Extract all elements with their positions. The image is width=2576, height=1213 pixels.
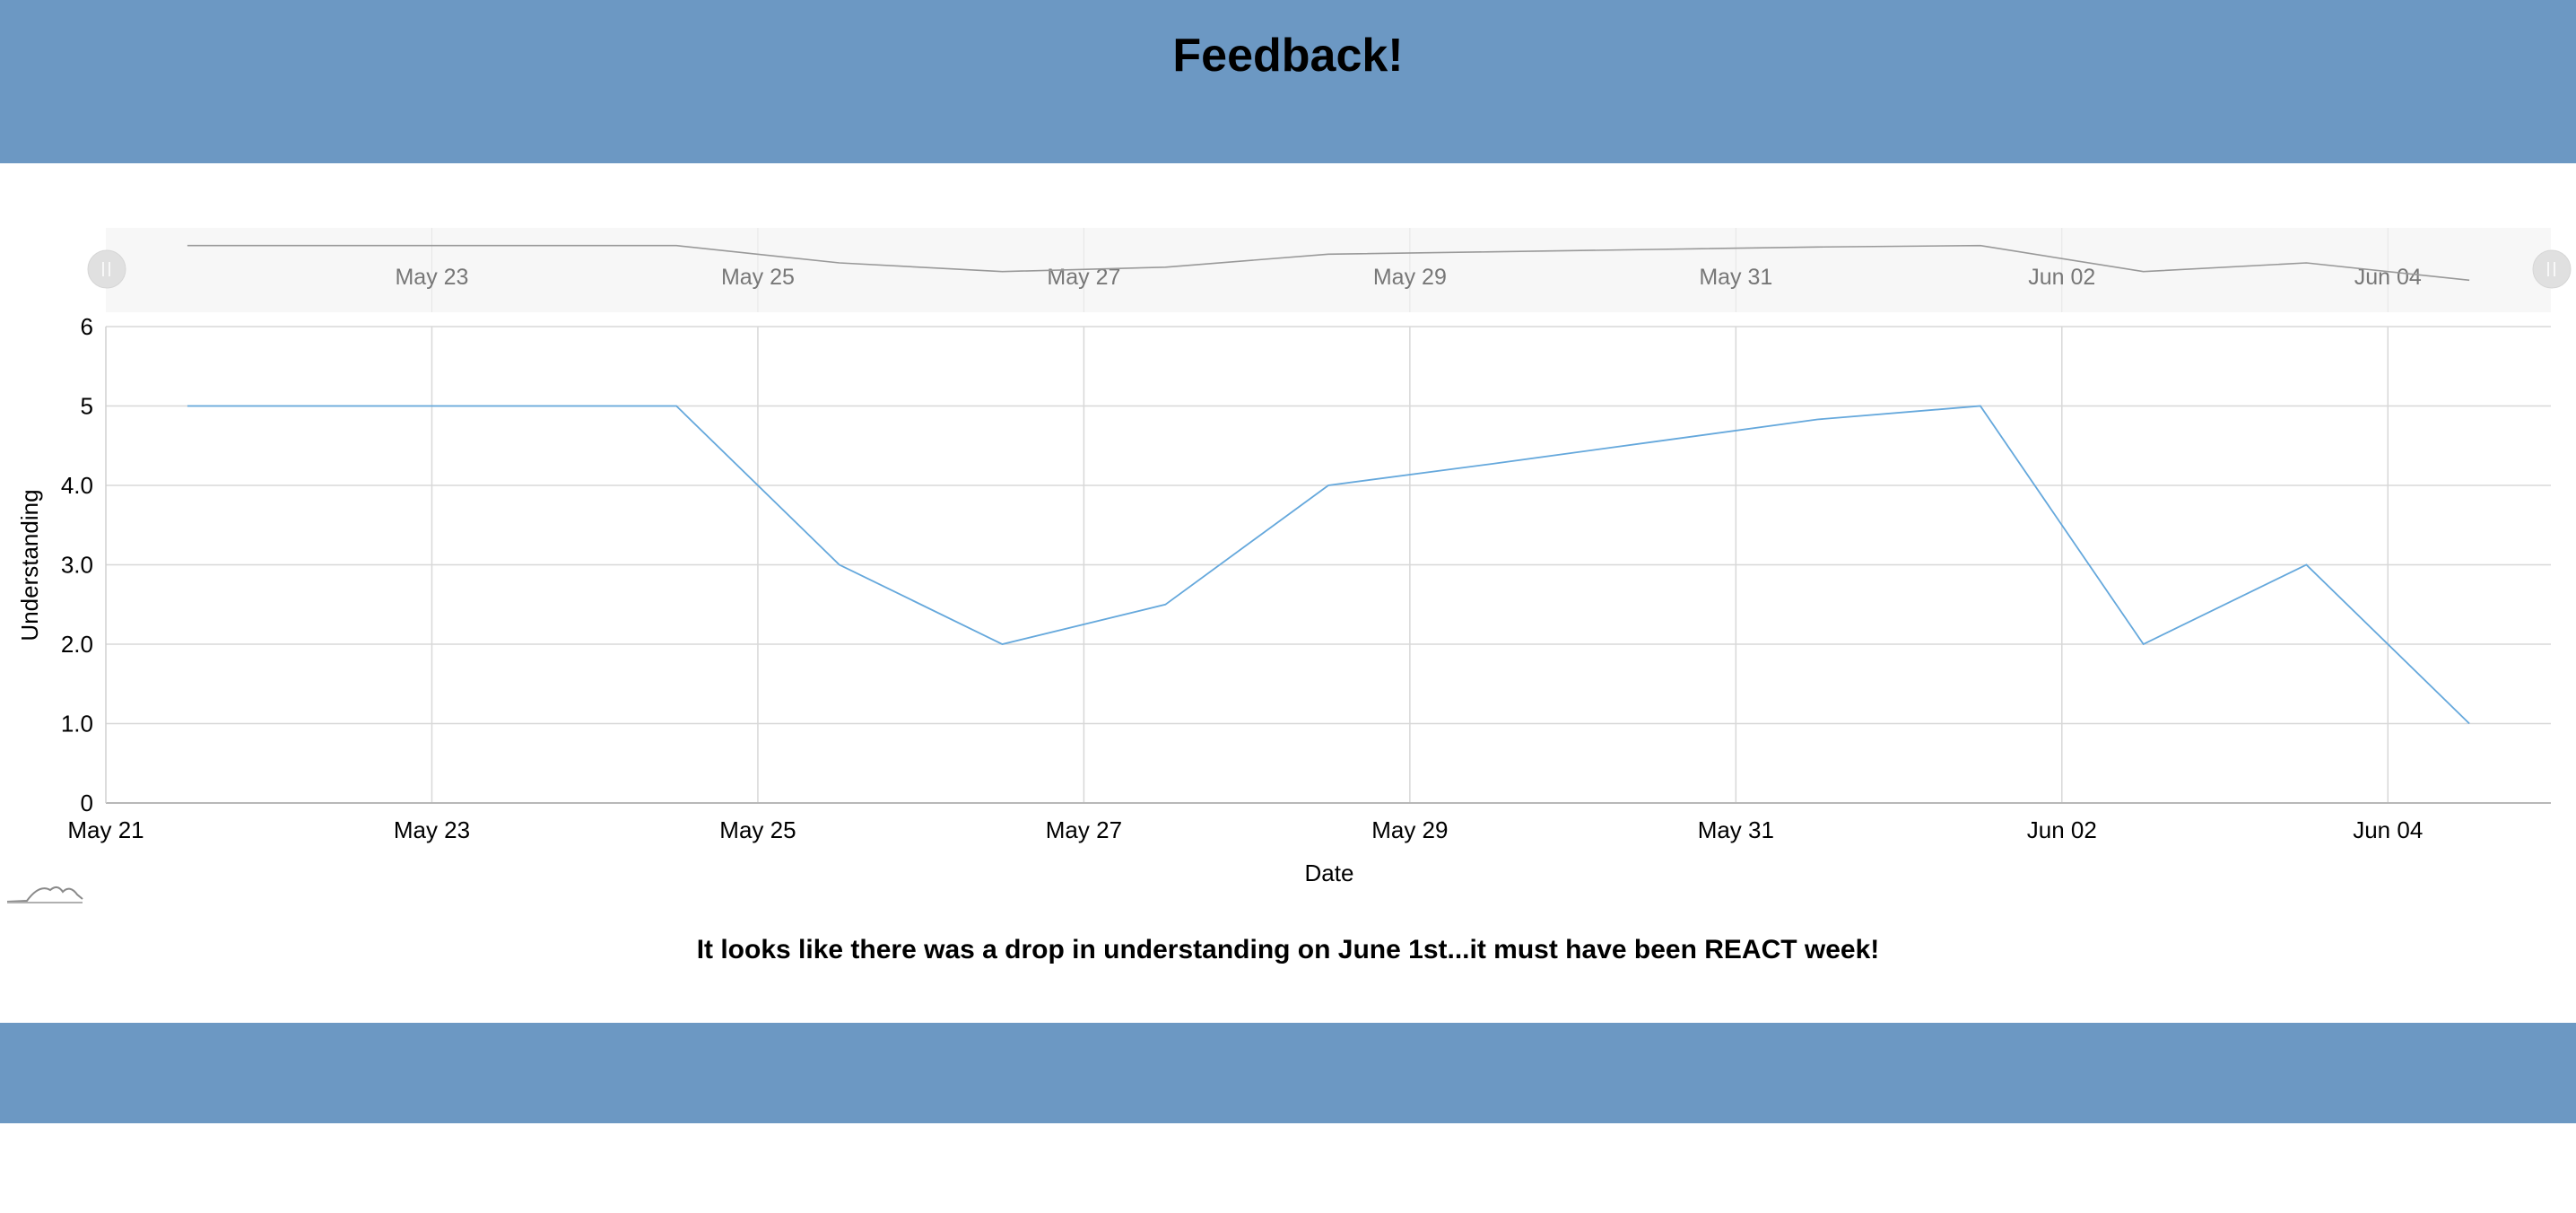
navigator-tick-label: May 23 [395,265,468,290]
y-axis-label: Understanding [16,489,43,641]
navigator-tick-label: May 31 [1699,265,1772,290]
y-tick-label: 1.0 [61,711,93,737]
footer-banner [0,1023,2576,1123]
y-tick-label: 5 [81,393,93,420]
chart-caption: It looks like there was a drop in unders… [696,935,1880,964]
x-tick-label: May 23 [394,816,470,843]
page-title: Feedback! [1172,30,1404,82]
y-tick-label: 2.0 [61,631,93,658]
chart-navigator[interactable]: May 23 May 25 May 27 May 29 May 31 Jun 02 Jun … [87,228,2572,312]
navigator-tick-label: May 29 [1373,265,1447,290]
y-tick-label: 6 [81,313,93,340]
x-tick-label: May 25 [719,816,796,843]
understanding-series-line [187,405,2470,725]
navigator-background [106,228,2551,312]
x-tick-label: May 29 [1371,816,1448,843]
x-axis-label: Date [1305,860,1354,886]
navigator-right-handle[interactable] [2532,249,2572,289]
sparkline-icon [6,886,83,903]
navigator-tick-label: May 25 [721,265,795,290]
y-axis-ticks: 0 1.0 2.0 3.0 4.0 5 6 [61,313,93,816]
x-tick-label: May 27 [1046,816,1122,843]
y-tick-label: 4.0 [61,472,93,499]
navigator-left-handle[interactable] [87,249,126,289]
header-banner: Feedback! [0,0,2576,163]
y-tick-label: 0 [81,790,93,816]
x-tick-label: May 31 [1698,816,1774,843]
x-axis-ticks: May 21 May 23 May 25 May 27 May 29 May 31 Jun … [67,816,2423,843]
understanding-chart: May 23 May 25 May 27 May 29 May 31 Jun 02 Jun … [6,228,2572,903]
navigator-tick-label: Jun 02 [2028,265,2095,290]
navigator-series-line [187,244,2470,282]
x-tick-label: May 21 [67,816,144,843]
y-tick-label: 3.0 [61,552,93,579]
chart-grid [106,326,2551,804]
x-tick-label: Jun 02 [2027,816,2097,843]
x-tick-label: Jun 04 [2353,816,2423,843]
